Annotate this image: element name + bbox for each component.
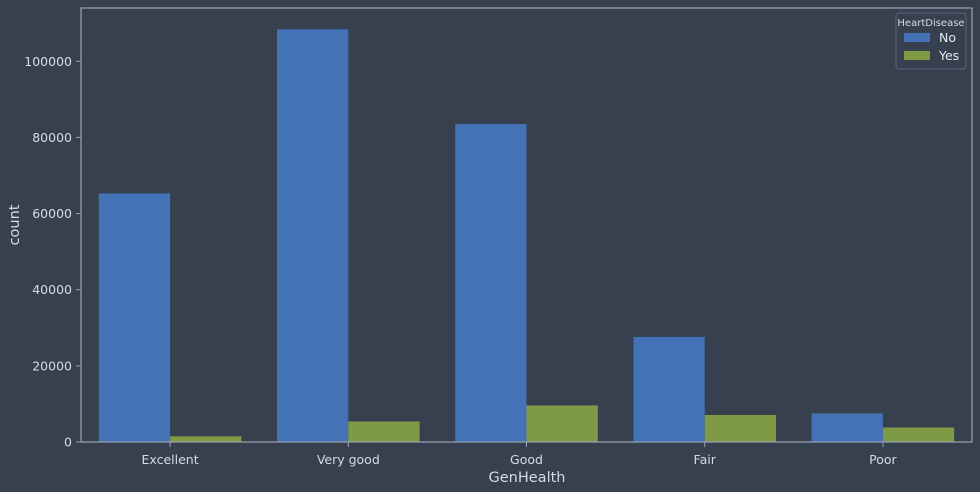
bar-no-poor bbox=[811, 413, 883, 442]
y-tick-label: 100000 bbox=[24, 54, 72, 69]
legend-label-yes: Yes bbox=[938, 48, 959, 63]
legend: HeartDisease No Yes bbox=[895, 12, 967, 70]
bar-yes-poor bbox=[882, 427, 955, 442]
x-tick-label: Poor bbox=[869, 452, 897, 467]
bar-no-excellent bbox=[98, 193, 171, 442]
legend-swatch-yes bbox=[904, 51, 930, 60]
bar-yes-very-good bbox=[348, 421, 420, 442]
y-axis-label: count bbox=[7, 204, 23, 245]
legend-title: HeartDisease bbox=[897, 18, 964, 29]
bar-yes-excellent bbox=[170, 436, 242, 442]
legend-label-no: No bbox=[939, 30, 956, 45]
x-axis-ticks: Excellent Very good Good Fair Poor bbox=[142, 442, 898, 467]
y-tick-label: 0 bbox=[64, 435, 72, 450]
x-tick-label: Excellent bbox=[142, 452, 199, 467]
y-tick-label: 40000 bbox=[32, 282, 72, 297]
bar-no-fair bbox=[633, 336, 705, 442]
x-tick-label: Very good bbox=[317, 452, 380, 467]
y-axis-ticks: 0 20000 40000 60000 80000 100000 bbox=[24, 54, 81, 450]
x-tick-label: Good bbox=[510, 452, 543, 467]
bar-yes-good bbox=[526, 405, 598, 442]
y-tick-label: 80000 bbox=[32, 130, 72, 145]
x-tick-label: Fair bbox=[694, 452, 717, 467]
legend-swatch-no bbox=[904, 33, 930, 42]
bars-group bbox=[98, 29, 955, 442]
bar-no-good bbox=[455, 124, 527, 442]
bar-yes-fair bbox=[704, 414, 776, 442]
y-tick-label: 20000 bbox=[32, 358, 72, 373]
y-tick-label: 60000 bbox=[32, 206, 72, 221]
bar-no-very-good bbox=[277, 29, 349, 442]
x-axis-label: GenHealth bbox=[489, 470, 566, 486]
